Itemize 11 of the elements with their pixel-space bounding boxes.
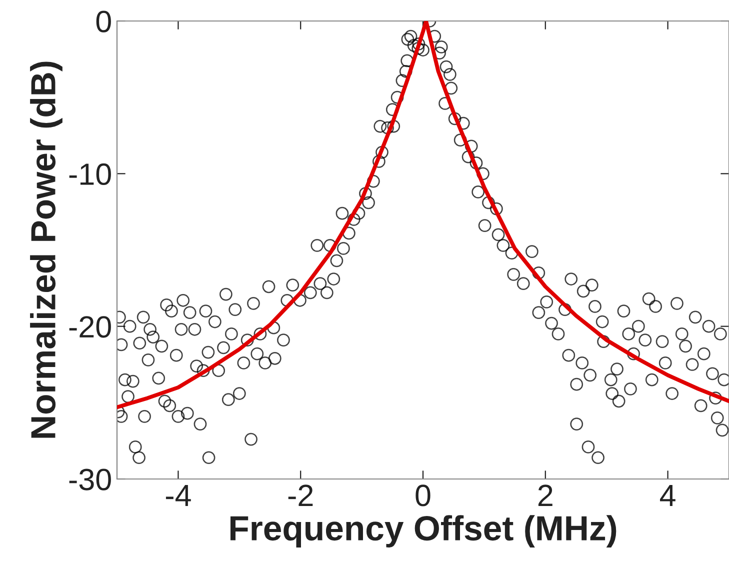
x-tick-label: 2 xyxy=(538,484,552,506)
y-axis-title: Normalized Power (dB) xyxy=(30,62,62,438)
x-tick-label: -2 xyxy=(288,484,313,506)
y-tick-label: -10 xyxy=(69,163,111,186)
y-tick-label: -20 xyxy=(69,316,111,338)
x-tick-label: -4 xyxy=(166,484,191,506)
y-tick-label: 0 xyxy=(96,10,111,32)
x-tick-label: 4 xyxy=(660,484,676,506)
x-tick-label: 0 xyxy=(416,484,430,506)
x-axis-title: Frequency Offset (MHz) xyxy=(230,515,616,548)
y-tick-label: -30 xyxy=(69,468,111,490)
